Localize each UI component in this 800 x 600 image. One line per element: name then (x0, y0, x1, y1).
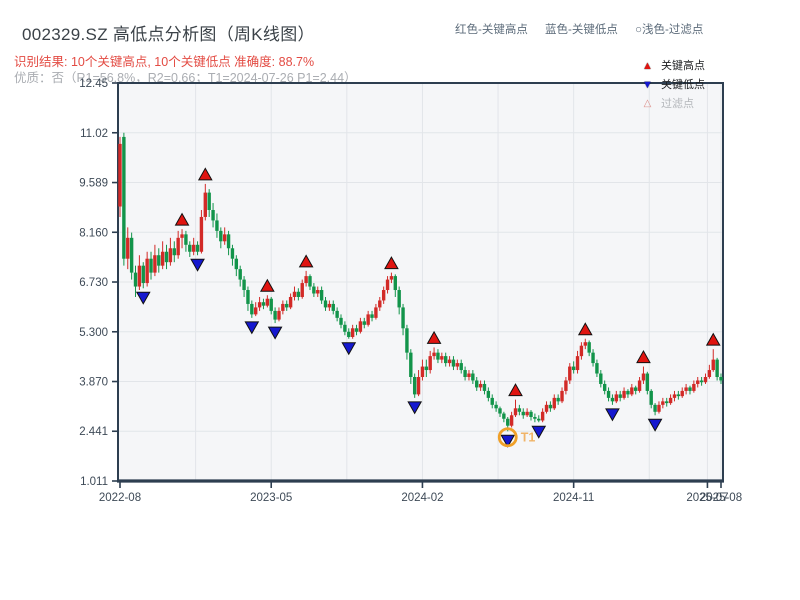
key-high-marker (197, 167, 213, 181)
t1-ring-icon (497, 427, 518, 448)
legend-item-key-low: ▼ 关键低点 (641, 77, 705, 93)
y-tick-label: 6.730 (79, 277, 108, 289)
y-tick-label: 12.45 (79, 78, 108, 90)
key-low-label: 关键低点 (661, 79, 705, 91)
key-high-marker (636, 350, 651, 364)
header-marker-legend: 红色-关键高点 蓝色-关键低点 ○浅色-过滤点 (455, 21, 703, 37)
legend-light-filtered: ○浅色-过滤点 (635, 24, 704, 36)
key-low-triangle-icon: ▼ (642, 79, 653, 91)
plot-legend-box: ▲ 关键高点 ▼ 关键低点 △ 过滤点 (641, 58, 705, 112)
y-tick-label: 1.011 (80, 476, 108, 488)
gridlines (118, 83, 723, 481)
key-high-marker (577, 322, 593, 336)
y-tick-label: 8.160 (79, 227, 108, 239)
key-low-marker (267, 326, 283, 340)
key-low-marker (605, 408, 620, 422)
candles-layer (118, 132, 723, 432)
key-low-marker (135, 291, 151, 305)
key-low-marker (190, 258, 205, 272)
y-tick-label: 3.870 (79, 377, 108, 389)
filtered-label: 过滤点 (661, 98, 694, 110)
key-low-marker (341, 342, 357, 356)
key-low-marker (500, 434, 516, 448)
legend-item-key-high: ▲ 关键高点 (641, 58, 705, 74)
key-low-marker (647, 418, 663, 432)
recognition-result-text: 识别结果: 10个关键高点, 10个关键低点 准确度: 88.7% (14, 55, 315, 69)
key-high-marker (298, 254, 314, 268)
quality-metrics-text: 优质：否（R1=56.8%，R2=0.66；T1=2024-07-26 P1=2… (14, 71, 357, 85)
x-tick-label: 2025-08 (700, 492, 742, 504)
y-tick-label: 5.300 (79, 327, 108, 339)
legend-red-key-high: 红色-关键高点 (455, 24, 528, 36)
x-tick-label: 2024-11 (553, 492, 594, 504)
y-tick-label: 11.02 (80, 128, 108, 140)
key-high-markers (174, 167, 721, 397)
filtered-triangle-icon: △ (643, 98, 652, 109)
legend-item-filtered: △ 过滤点 (641, 96, 705, 112)
key-high-marker (705, 332, 721, 346)
legend-blue-key-low: 蓝色-关键低点 (545, 24, 618, 36)
key-high-marker (384, 256, 399, 270)
x-tick-label: 2023-05 (250, 492, 292, 504)
key-low-marker (531, 425, 547, 439)
key-high-marker (259, 278, 275, 292)
key-high-triangle-icon: ▲ (642, 60, 653, 72)
y-axis-ticks: 12.45 11.02 9.589 8.160 6.730 5.300 3.870 2.441… (79, 78, 118, 488)
page-title: 002329.SZ 高低点分析图（周K线图） (22, 25, 315, 44)
x-tick-label: 2025-07 (686, 492, 728, 504)
key-low-marker (244, 321, 260, 335)
key-high-marker (174, 212, 190, 226)
key-high-marker (426, 330, 442, 344)
y-tick-label: 2.441 (79, 426, 108, 438)
x-tick-label: 2024-02 (401, 492, 443, 504)
x-tick-label: 2022-08 (99, 492, 141, 504)
x-axis-ticks: 2022-08 2023-05 2024-02 2024-11 2025-072025-… (99, 482, 742, 504)
t1-filtered-point: T1 (497, 427, 536, 448)
key-high-label: 关键高点 (661, 60, 705, 72)
key-high-marker (508, 383, 523, 397)
t1-label: T1 (521, 430, 536, 444)
key-low-marker (407, 401, 423, 415)
y-tick-label: 9.589 (79, 178, 108, 190)
key-low-markers (135, 258, 663, 448)
